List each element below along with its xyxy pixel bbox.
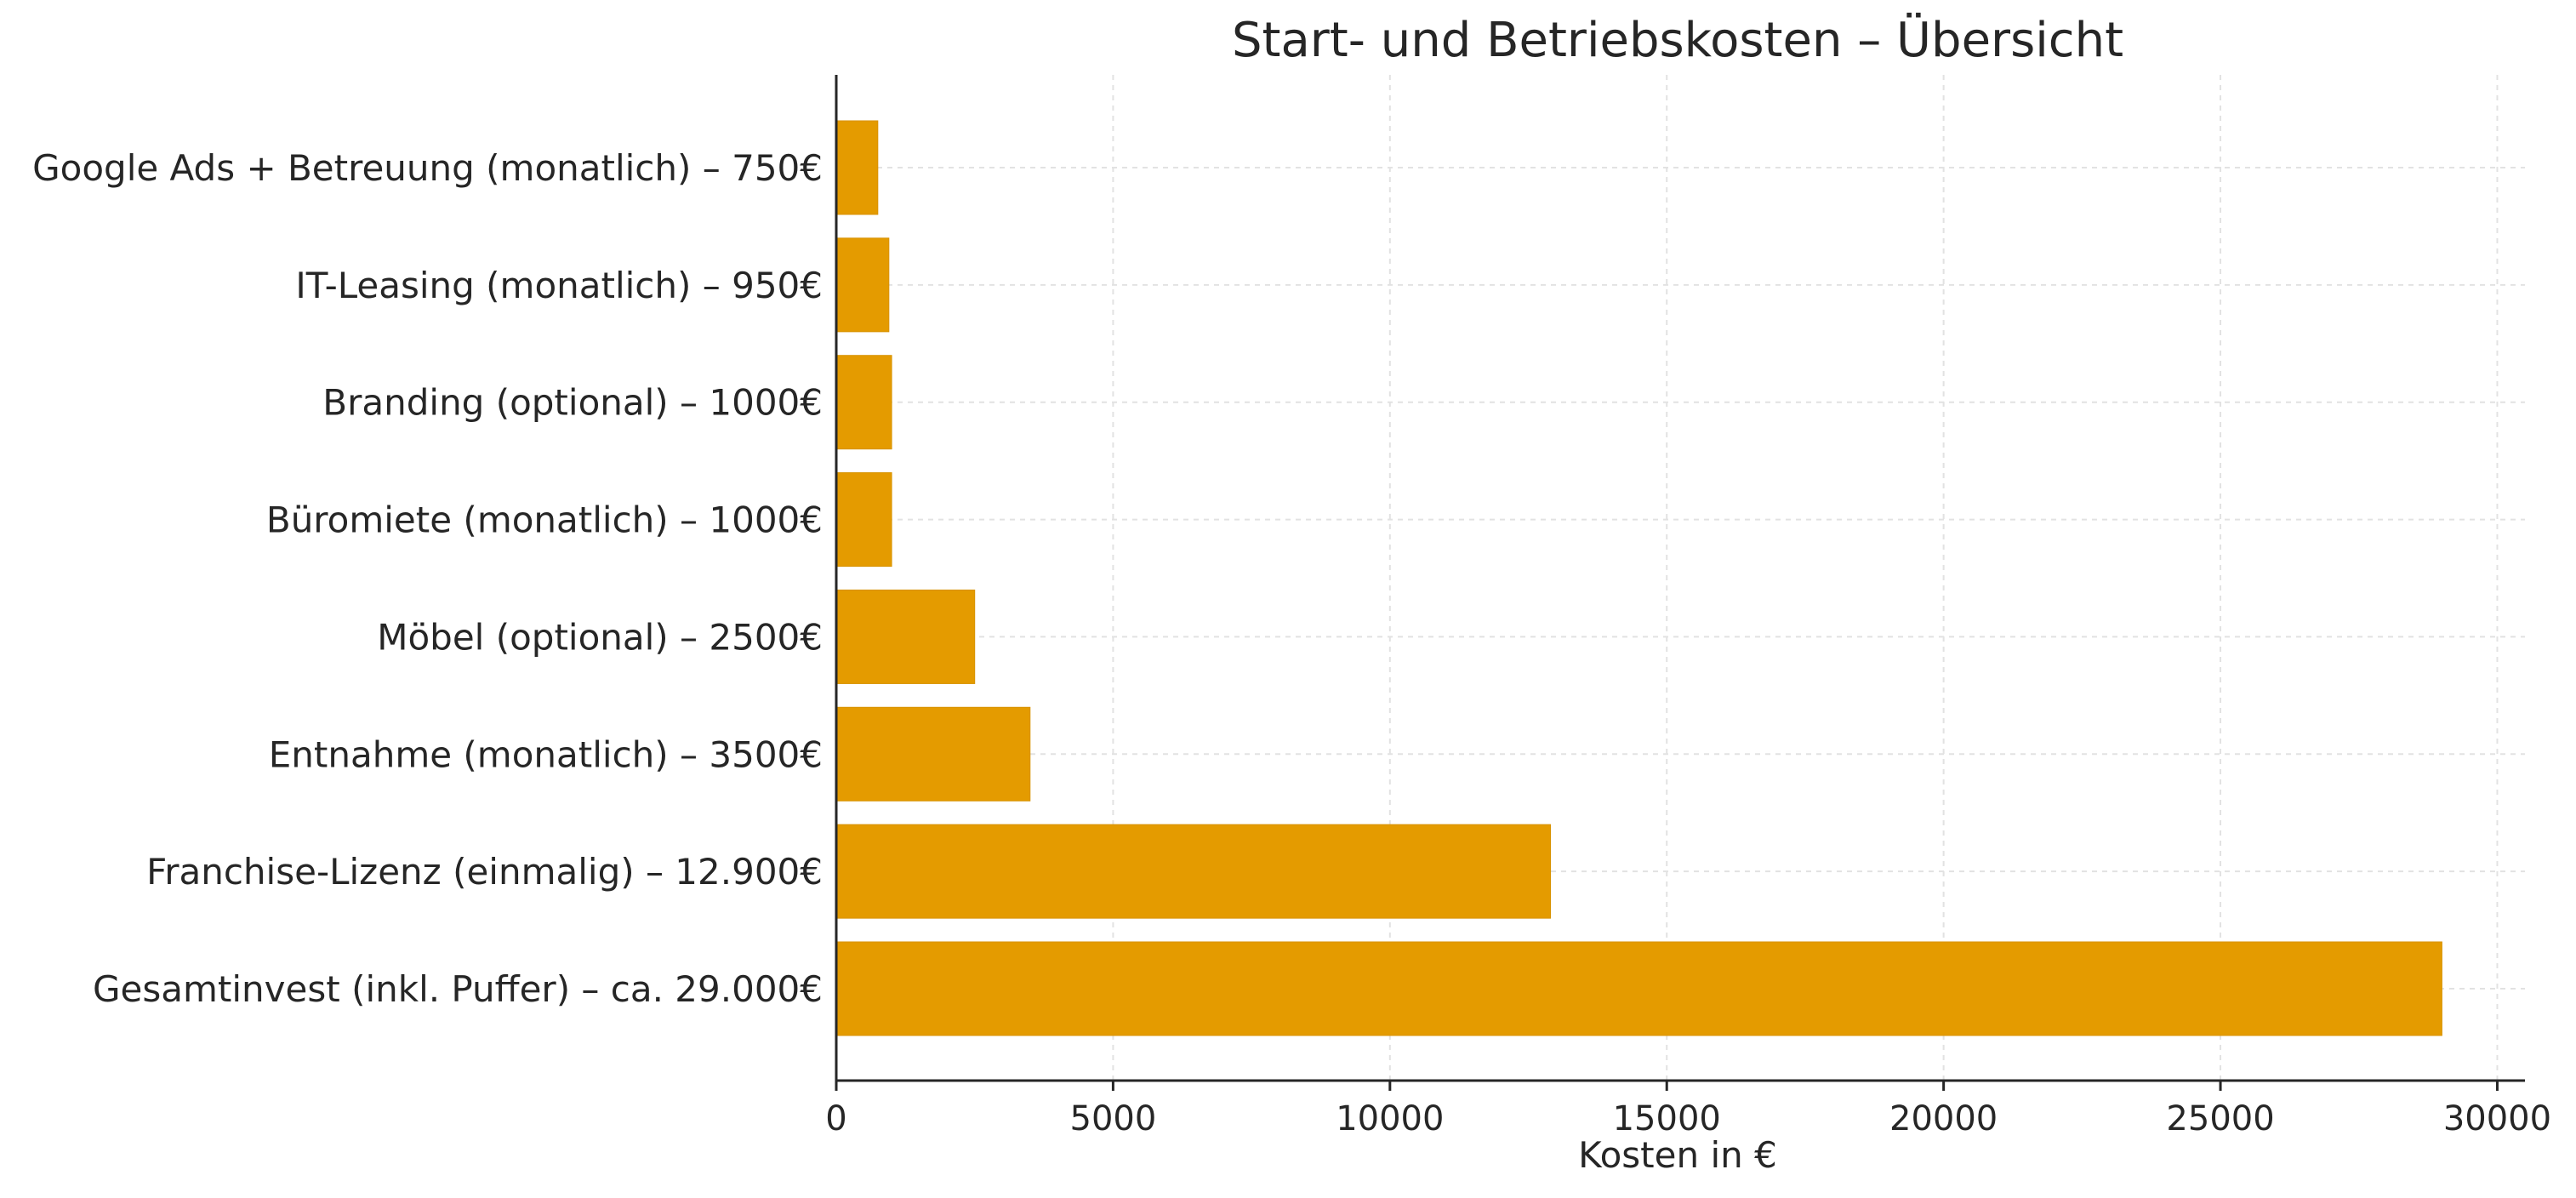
category-label-0: Google Ads + Betreuung (monatlich) – 750…: [32, 147, 823, 189]
category-label-1: IT-Leasing (monatlich) – 950€: [295, 265, 823, 306]
category-labels: Google Ads + Betreuung (monatlich) – 750…: [32, 147, 823, 1010]
bar-5: [835, 706, 1031, 802]
bar-1: [835, 237, 890, 333]
bar-2: [835, 355, 892, 450]
bar-7: [835, 941, 2442, 1036]
bar-4: [835, 589, 976, 684]
x-tick-label-2: 10000: [1336, 1099, 1444, 1138]
grid-layer: [836, 75, 2525, 1081]
category-label-3: Büromiete (monatlich) – 1000€: [266, 499, 823, 541]
category-label-4: Möbel (optional) – 2500€: [377, 616, 823, 658]
category-label-5: Entnahme (monatlich) – 3500€: [269, 733, 823, 775]
chart-title: Start- und Betriebskosten – Übersicht: [1232, 13, 2123, 68]
bar-6: [835, 824, 1552, 919]
x-tick-labels: 0 5000 10000 15000 20000 25000 30000: [825, 1099, 2551, 1138]
x-axis-label: Kosten in €: [1578, 1134, 1777, 1176]
bar-3: [835, 472, 892, 568]
x-tick-label-3: 15000: [1613, 1099, 1721, 1138]
axis-layer: [835, 75, 2525, 1091]
bar-layer: [835, 120, 2442, 1036]
x-tick-label-6: 30000: [2443, 1099, 2551, 1138]
category-label-6: Franchise-Lizenz (einmalig) – 12.900€: [146, 851, 823, 893]
category-label-2: Branding (optional) – 1000€: [322, 382, 823, 424]
bar-0: [835, 120, 879, 215]
x-tick-label-0: 0: [825, 1099, 846, 1138]
x-tick-label-1: 5000: [1070, 1099, 1157, 1138]
x-tick-label-4: 20000: [1889, 1099, 1998, 1138]
category-label-7: Gesamtinvest (inkl. Puffer) – ca. 29.000…: [93, 968, 823, 1010]
x-tick-label-5: 25000: [2166, 1099, 2274, 1138]
